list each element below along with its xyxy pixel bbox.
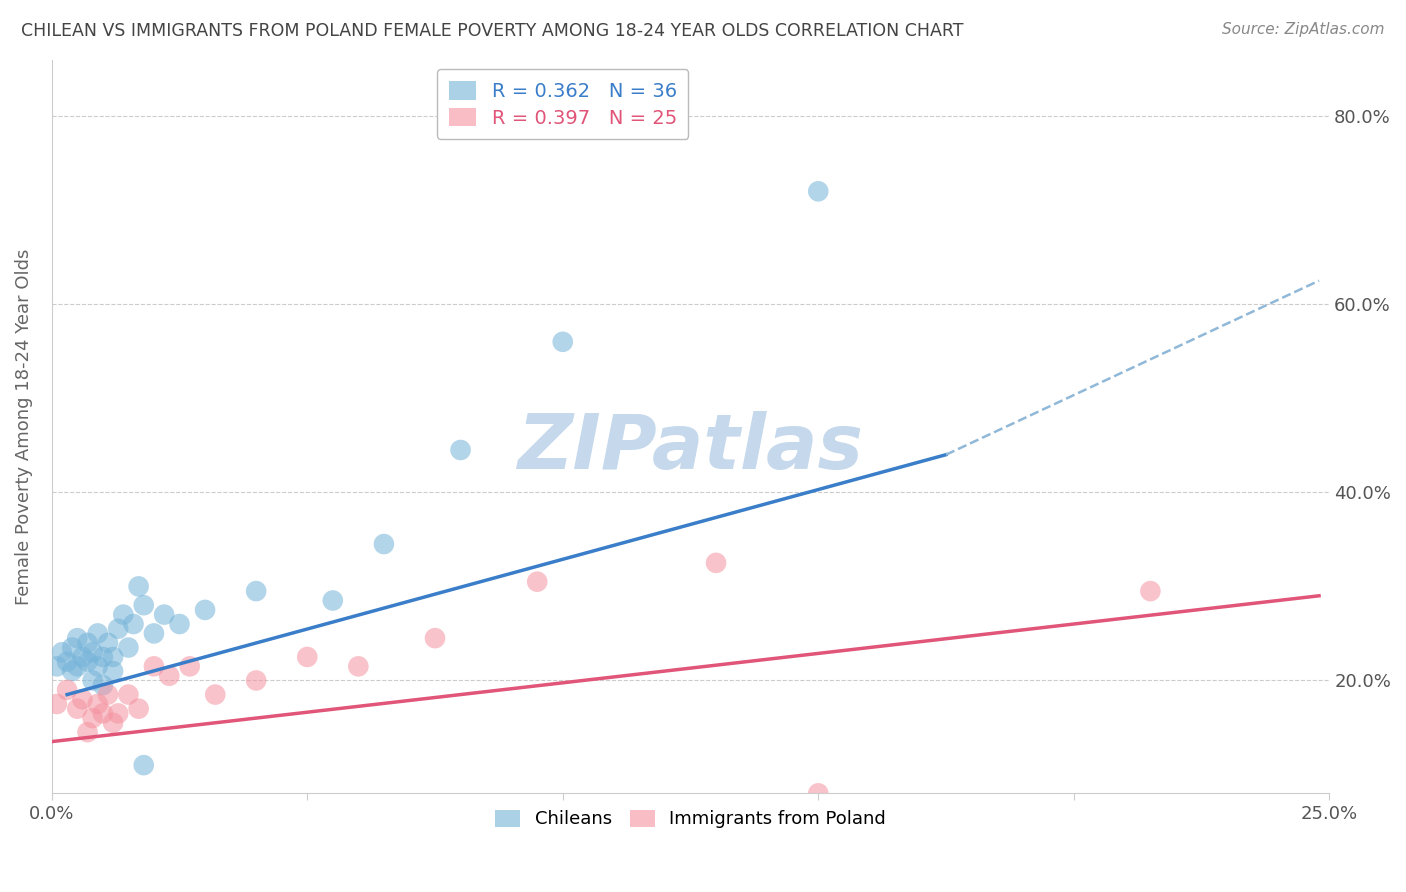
- Point: [82, 673, 104, 688]
- Point: [56, 682, 79, 697]
- Point: [526, 574, 548, 589]
- Point: [551, 334, 574, 349]
- Point: [245, 584, 267, 599]
- Point: [122, 617, 145, 632]
- Point: [704, 556, 727, 570]
- Point: [97, 688, 120, 702]
- Point: [423, 631, 446, 645]
- Point: [153, 607, 176, 622]
- Point: [101, 664, 124, 678]
- Text: Source: ZipAtlas.com: Source: ZipAtlas.com: [1222, 22, 1385, 37]
- Point: [194, 603, 217, 617]
- Point: [60, 664, 83, 678]
- Point: [45, 659, 67, 673]
- Point: [128, 701, 150, 715]
- Point: [66, 659, 89, 673]
- Point: [56, 655, 79, 669]
- Point: [142, 626, 165, 640]
- Point: [51, 645, 73, 659]
- Point: [807, 786, 830, 800]
- Text: ZIPatlas: ZIPatlas: [517, 411, 863, 485]
- Point: [807, 184, 830, 198]
- Point: [297, 649, 319, 664]
- Point: [128, 579, 150, 593]
- Point: [117, 688, 139, 702]
- Y-axis label: Female Poverty Among 18-24 Year Olds: Female Poverty Among 18-24 Year Olds: [15, 248, 32, 605]
- Text: CHILEAN VS IMMIGRANTS FROM POLAND FEMALE POVERTY AMONG 18-24 YEAR OLDS CORRELATI: CHILEAN VS IMMIGRANTS FROM POLAND FEMALE…: [21, 22, 963, 40]
- Point: [66, 631, 89, 645]
- Point: [82, 711, 104, 725]
- Point: [107, 706, 129, 721]
- Point: [322, 593, 344, 607]
- Point: [97, 636, 120, 650]
- Point: [91, 678, 114, 692]
- Point: [66, 701, 89, 715]
- Point: [132, 758, 155, 772]
- Point: [91, 706, 114, 721]
- Point: [450, 442, 472, 457]
- Point: [87, 659, 110, 673]
- Point: [179, 659, 201, 673]
- Point: [157, 669, 180, 683]
- Point: [117, 640, 139, 655]
- Point: [204, 688, 226, 702]
- Point: [87, 626, 110, 640]
- Point: [72, 649, 94, 664]
- Point: [112, 607, 135, 622]
- Point: [169, 617, 191, 632]
- Point: [91, 649, 114, 664]
- Point: [245, 673, 267, 688]
- Point: [76, 725, 98, 739]
- Point: [347, 659, 370, 673]
- Legend: Chileans, Immigrants from Poland: Chileans, Immigrants from Poland: [488, 803, 893, 836]
- Point: [45, 697, 67, 711]
- Point: [101, 649, 124, 664]
- Point: [142, 659, 165, 673]
- Point: [60, 640, 83, 655]
- Point: [101, 715, 124, 730]
- Point: [82, 645, 104, 659]
- Point: [72, 692, 94, 706]
- Point: [87, 697, 110, 711]
- Point: [76, 636, 98, 650]
- Point: [1139, 584, 1161, 599]
- Point: [76, 655, 98, 669]
- Point: [373, 537, 395, 551]
- Point: [107, 622, 129, 636]
- Point: [132, 598, 155, 612]
